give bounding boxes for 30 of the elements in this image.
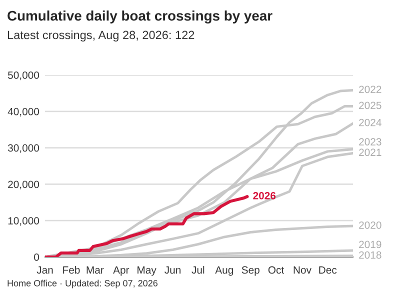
series-label: 2024: [359, 118, 382, 126]
x-tick-label: Oct: [268, 266, 284, 274]
series-label: 2026: [253, 192, 276, 200]
x-tick-label: Dec: [319, 266, 337, 274]
series-label: 2023: [359, 138, 382, 146]
x-tick-label: Feb: [63, 266, 80, 274]
series-label: 2021: [359, 148, 382, 156]
chart-title: Cumulative daily boat crossings by year: [8, 10, 272, 24]
x-tick-label: May: [138, 266, 156, 276]
text: Home Office · Updated: Sep 07, 2026: [8, 280, 158, 288]
y-tick-label: 10,000: [8, 217, 40, 226]
x-tick-label: Mar: [86, 266, 104, 274]
y-tick-label: 40,000: [8, 108, 40, 117]
x-tick-label: Apr: [113, 266, 130, 276]
x-tick-label: Jun: [164, 266, 180, 274]
y-tick-label: 30,000: [8, 144, 40, 153]
y-tick-label: 0: [34, 254, 40, 261]
y-tick-label: 20,000: [8, 180, 40, 190]
x-tick-label: Jan: [36, 266, 53, 274]
y-tick-label: 50,000: [8, 72, 40, 80]
series-label: 2020: [359, 221, 382, 229]
x-tick-label: Jul: [192, 266, 204, 274]
x-tick-label: Aug: [215, 266, 233, 276]
x-tick-label: Sep: [242, 266, 260, 276]
series-label: 2019: [359, 240, 382, 248]
series-label: 2022: [359, 86, 382, 94]
x-tick-label: Nov: [294, 266, 312, 274]
series-label: 2018: [359, 251, 382, 259]
chart-subtitle: Latest crossings, Aug 28, 2026: 122: [8, 30, 194, 42]
series-label: 2025: [359, 102, 382, 110]
